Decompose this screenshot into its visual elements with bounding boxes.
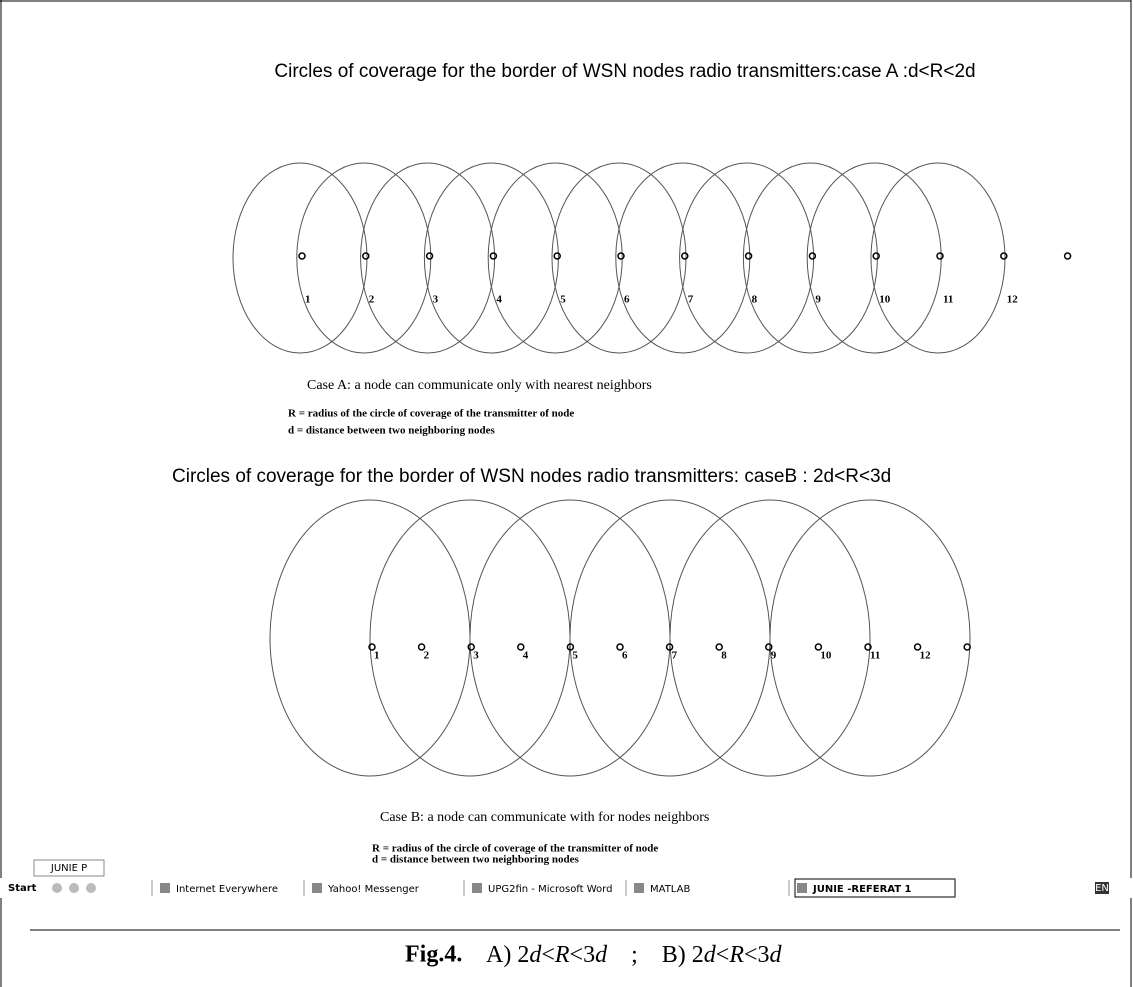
caption-part: <3: [570, 942, 596, 968]
node-label: 4: [523, 650, 529, 662]
node-label: 7: [672, 650, 678, 662]
caption-part: A) 2: [486, 942, 529, 968]
node: [1001, 253, 1007, 259]
node-label: 7: [688, 294, 694, 306]
node: [299, 253, 305, 259]
caption-part: <: [541, 942, 555, 968]
node-label: 8: [721, 650, 727, 662]
node-label: 11: [943, 294, 953, 306]
tray-icon[interactable]: [52, 883, 62, 893]
task-label[interactable]: Internet Everywhere: [176, 884, 278, 895]
node: [809, 253, 815, 259]
node-label: 6: [622, 650, 628, 662]
task-label[interactable]: Yahoo! Messenger: [327, 884, 420, 895]
tray-icon[interactable]: [86, 883, 96, 893]
caption-part: R: [728, 942, 744, 968]
node-label: 9: [771, 650, 777, 662]
caption-part: <: [716, 942, 730, 968]
node-label: 5: [560, 294, 566, 306]
node: [363, 253, 369, 259]
node-label: 8: [752, 294, 758, 306]
figure-label: Fig.4.: [405, 942, 462, 968]
caption-part: ; B) 2: [607, 942, 704, 968]
node: [873, 253, 879, 259]
node-label: 2: [424, 650, 430, 662]
panel-title: Circles of coverage for the border of WS…: [172, 466, 891, 487]
node-label: 2: [369, 294, 375, 306]
node: [937, 253, 943, 259]
node: [618, 253, 624, 259]
node-label: 4: [496, 294, 502, 306]
node-label: 1: [305, 294, 311, 306]
panel-caption: Case A: a node can communicate only with…: [307, 378, 652, 393]
figure-caption: A) 2d<R<3d ; B) 2d<R<3d: [486, 942, 783, 968]
node: [490, 253, 496, 259]
task-icon: [634, 883, 644, 893]
caption-part: R: [554, 942, 570, 968]
task-label[interactable]: MATLAB: [650, 884, 690, 895]
panel-title: Circles of coverage for the border of WS…: [274, 61, 975, 82]
task-icon: [472, 883, 482, 893]
node: [746, 253, 752, 259]
node-label: 1: [374, 650, 380, 662]
panel-caption: Case B: a node can communicate with for …: [380, 810, 709, 825]
node: [427, 253, 433, 259]
lang[interactable]: EN: [1095, 883, 1109, 894]
node-label: 12: [1007, 294, 1019, 306]
node-label: 3: [473, 650, 479, 662]
task-label[interactable]: JUNIE -REFERAT 1: [812, 884, 912, 895]
node-label: 11: [870, 650, 880, 662]
node: [1065, 253, 1071, 259]
page: Circles of coverage for the border of WS…: [0, 0, 1133, 987]
task-icon: [160, 883, 170, 893]
task-icon: [797, 883, 807, 893]
legend-line: R = radius of the circle of coverage of …: [288, 408, 574, 420]
node-label: 10: [879, 294, 891, 306]
node-label: 9: [815, 294, 821, 306]
caption-part: d: [770, 942, 783, 968]
caption-part: <3: [744, 942, 770, 968]
legend-line: d = distance between two neighboring nod…: [372, 854, 579, 866]
tray-icon[interactable]: [69, 883, 79, 893]
node: [554, 253, 560, 259]
node-label: 5: [572, 650, 578, 662]
node-label: 10: [820, 650, 832, 662]
tab-label: JUNIE P: [50, 863, 87, 874]
node: [682, 253, 688, 259]
task-label[interactable]: UPG2fin - Microsoft Word: [488, 884, 612, 895]
task-icon: [312, 883, 322, 893]
node-label: 12: [920, 650, 932, 662]
start-button[interactable]: Start: [8, 883, 37, 894]
legend-line: d = distance between two neighboring nod…: [288, 425, 495, 437]
figure: Circles of coverage for the border of WS…: [0, 0, 1133, 987]
node-label: 6: [624, 294, 630, 306]
node-label: 3: [433, 294, 439, 306]
